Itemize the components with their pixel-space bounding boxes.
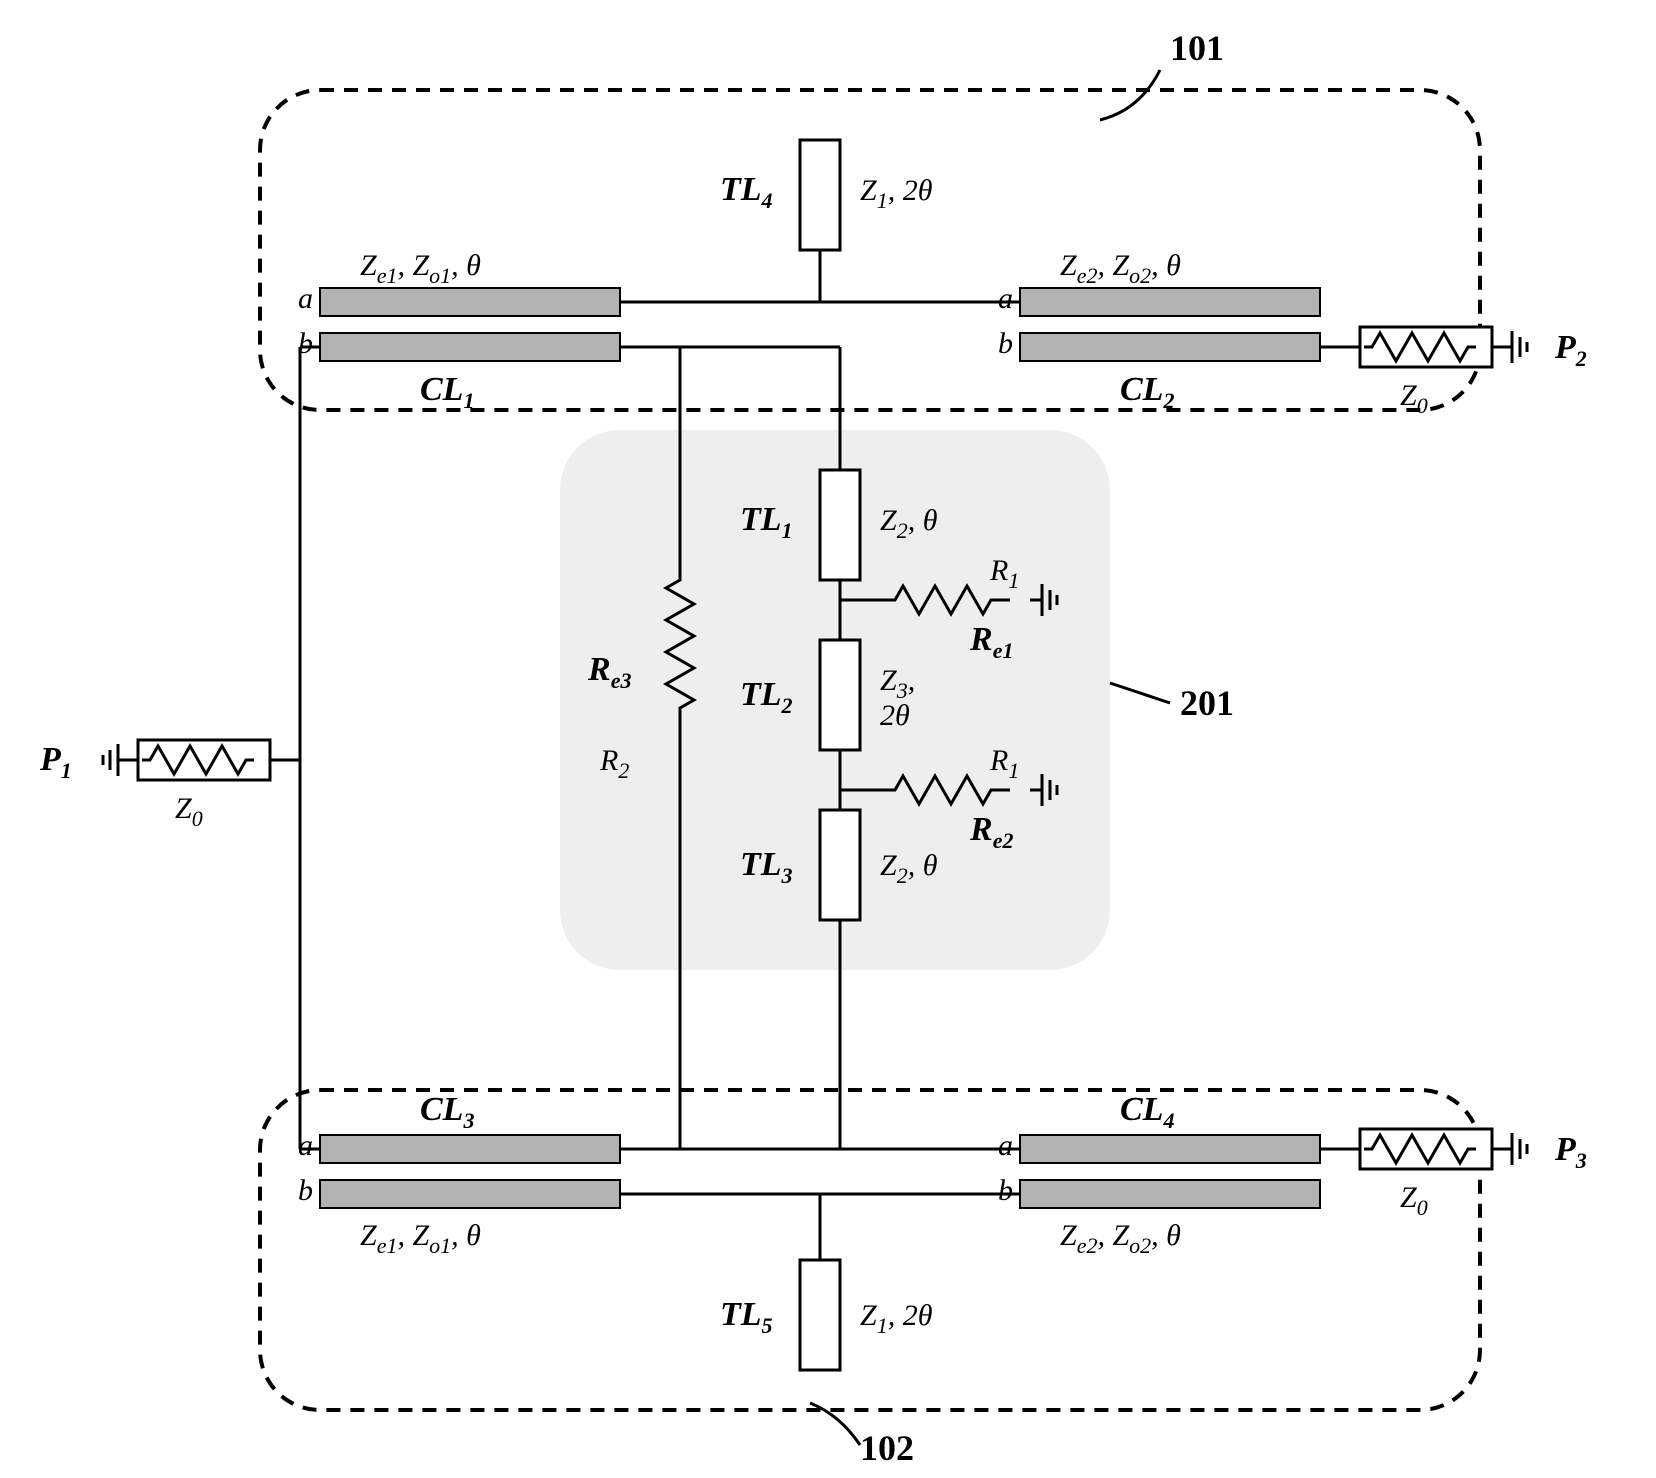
label-p1: P1 [39,741,72,783]
port-p3 [1360,1129,1527,1169]
cl4-imp: Ze2, Zo2, θ [1060,1219,1181,1258]
cl1-a: a [298,282,313,315]
cl2-imp: Ze2, Zo2, θ [1060,249,1181,288]
tl4-z: Z1, 2θ [860,174,933,213]
cl3-name: CL3 [420,1091,474,1133]
cl2-b: b [998,327,1013,360]
cl2-a: a [998,282,1013,315]
cl1-imp: Ze1, Zo1, θ [360,249,481,288]
label-p2: P2 [1554,329,1587,371]
tl4-name: TL4 [720,171,773,213]
label-102: 102 [860,1428,914,1468]
cl4-a: a [998,1129,1013,1162]
label-p3-z: Z0 [1400,1181,1428,1220]
port-p1 [103,740,270,780]
cl3-a: a [298,1129,313,1162]
cl4-name: CL4 [1120,1091,1174,1133]
label-p1-z: Z0 [175,792,203,831]
label-101: 101 [1170,28,1224,68]
label-201: 201 [1180,683,1234,723]
cl2-name: CL2 [1120,371,1174,413]
tl5-name: TL5 [720,1296,773,1338]
cl4-b: b [998,1174,1013,1207]
tl2-len: 2θ [880,699,910,732]
cl3-b: b [298,1174,313,1207]
tl5-z: Z1, 2θ [860,1299,933,1338]
label-p2-z: Z0 [1400,379,1428,418]
port-p2 [1360,327,1527,367]
cl1-name: CL1 [420,371,474,413]
cl3-imp: Ze1, Zo1, θ [360,1219,481,1258]
cl1-b: b [298,327,313,360]
label-p3: P3 [1554,1131,1587,1173]
